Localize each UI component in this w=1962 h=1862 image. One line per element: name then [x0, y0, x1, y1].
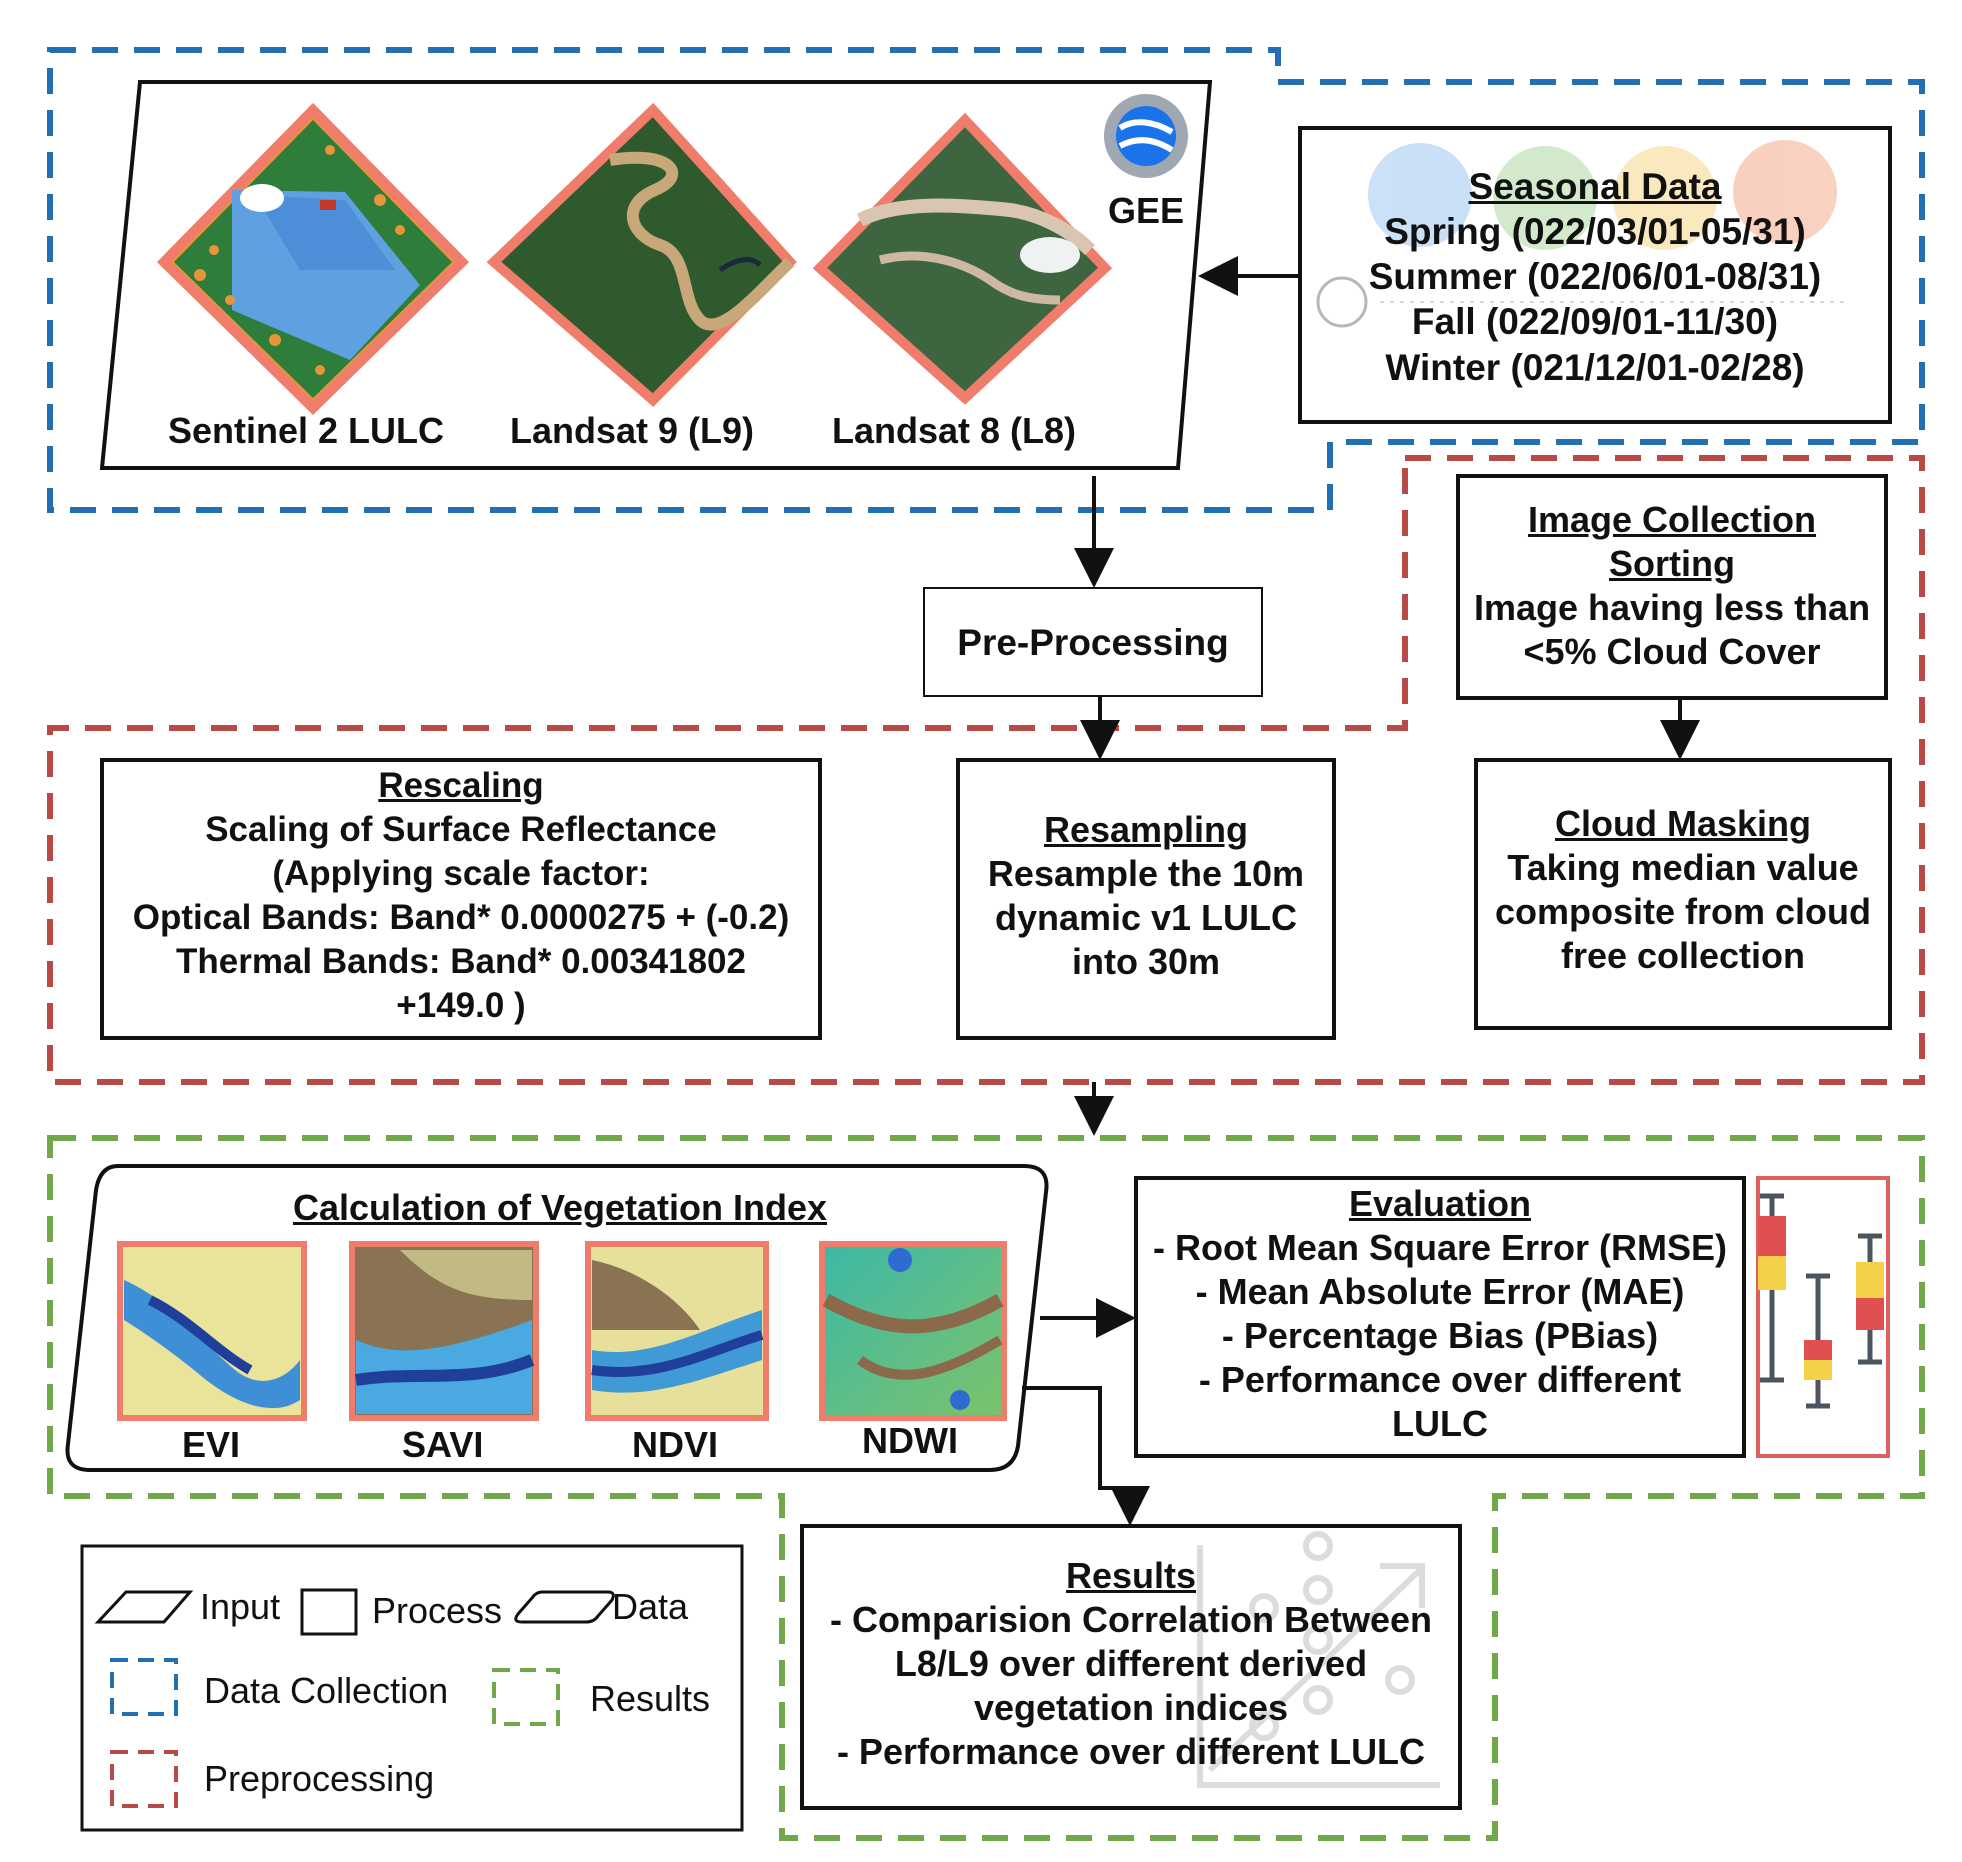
resampling-box — [956, 758, 1336, 1040]
resampling-line: into 30m — [1071, 940, 1221, 982]
results-group-outline — [47, 1135, 1925, 1841]
cloud-masking-box — [1474, 758, 1892, 1030]
landsat-8-label: Landsat 8 (L8) — [832, 410, 1077, 451]
rescaling-title: Rescaling — [378, 766, 544, 805]
seasonal-data-text: Seasonal Data Spring (022/03/01-05/31) S… — [1304, 164, 1886, 390]
preprocessing-group-outline — [47, 455, 1925, 1085]
resampling-line: dynamic v1 LULC — [994, 896, 1298, 938]
resampling-text: Resampling Resample the 10m dynamic v1 L… — [960, 808, 1332, 984]
savi-map-image — [349, 1241, 539, 1421]
legend-box — [80, 1544, 744, 1832]
landsat-8-image — [812, 112, 1113, 405]
boxplot-icon — [1756, 1176, 1890, 1458]
cloud-masking-title: Cloud Masking — [1554, 803, 1811, 844]
landsat-9-image — [486, 102, 797, 407]
ndvi-label: NDVI — [632, 1424, 719, 1465]
legend-data-label: Data — [612, 1586, 689, 1627]
legend-preprocessing-label: Preprocessing — [204, 1758, 435, 1799]
data-collection-group-outline — [47, 47, 1925, 513]
rescaling-line: (Applying scale factor: — [272, 854, 650, 894]
vegetation-index-data-shape — [65, 1164, 1049, 1472]
image-collection-line: Image having less than — [1473, 586, 1871, 628]
image-collection-title-line: Sorting — [1609, 542, 1735, 584]
evaluation-box — [1134, 1176, 1746, 1458]
resampling-line: Resample the 10m — [987, 852, 1305, 894]
legend-process-symbol — [300, 1588, 358, 1636]
seasonal-data-title: Seasonal Data — [1468, 166, 1722, 207]
results-line: vegetation indices — [973, 1686, 1289, 1728]
cloud-masking-line: composite from cloud — [1494, 890, 1872, 932]
gee-label: GEE — [1108, 190, 1185, 231]
savi-label: SAVI — [402, 1424, 484, 1465]
google-earth-engine-icon — [1104, 94, 1188, 178]
evaluation-line: - Root Mean Square Error (RMSE) — [1152, 1226, 1728, 1268]
arrow-vegetation-to-results — [1022, 1386, 1150, 1526]
results-box — [800, 1524, 1462, 1810]
evi-map-image — [117, 1241, 307, 1421]
rescaling-text: Rescaling Scaling of Surface Reflectance… — [104, 764, 818, 1029]
seasonal-line: Fall (022/09/01-11/30) — [1411, 301, 1779, 343]
vegetation-index-title: Calculation of Vegetation Index — [292, 1187, 828, 1228]
results-line: L8/L9 over different derived — [894, 1642, 1368, 1684]
legend-process-label: Process — [372, 1590, 503, 1631]
ndwi-label: NDWI — [862, 1420, 958, 1461]
legend-preprocessing-symbol — [110, 1750, 178, 1808]
resampling-title: Resampling — [1043, 809, 1249, 850]
seasonal-line: Summer (022/06/01-08/31) — [1368, 256, 1822, 298]
rescaling-line: Thermal Bands: Band* 0.00341802 — [176, 942, 746, 982]
results-line: - Performance over different LULC — [836, 1730, 1426, 1772]
seasonal-line: Spring (022/03/01-05/31) — [1384, 211, 1806, 253]
rescaling-box — [100, 758, 822, 1040]
landsat-9-label: Landsat 9 (L9) — [510, 410, 755, 451]
pre-processing-box — [923, 587, 1263, 697]
sentinel-2-lulc-label: Sentinel 2 LULC — [168, 410, 445, 451]
image-collection-sorting-text: Image Collection Sorting Image having le… — [1460, 498, 1884, 674]
scatter-trend-icon — [1197, 1531, 1440, 1788]
legend-results-label: Results — [590, 1678, 711, 1719]
legend-data-symbol — [514, 1590, 615, 1624]
legend-input-symbol — [94, 1590, 194, 1624]
pre-processing-label: Pre-Processing — [957, 622, 1229, 663]
ndwi-map-image — [819, 1241, 1007, 1421]
results-title: Results — [1065, 1555, 1197, 1596]
results-text: Results - Comparision Correlation Betwee… — [804, 1554, 1458, 1774]
rescaling-line: +149.0 ) — [396, 986, 526, 1026]
seasonal-line: Winter (021/12/01-02/28) — [1385, 346, 1805, 388]
rescaling-line: Scaling of Surface Reflectance — [205, 810, 717, 850]
cloud-masking-text: Cloud Masking Taking median value compos… — [1478, 802, 1888, 978]
evaluation-text: Evaluation - Root Mean Square Error (RMS… — [1138, 1182, 1742, 1445]
legend-data-collection-label: Data Collection — [204, 1670, 449, 1711]
sentinel-2-lulc-image — [156, 102, 470, 416]
image-collection-line: <5% Cloud Cover — [1523, 630, 1821, 672]
rescaling-line: Optical Bands: Band* 0.0000275 + (-0.2) — [132, 898, 790, 938]
legend-data-collection-symbol — [110, 1658, 178, 1716]
image-collection-title-line: Image Collection — [1527, 499, 1817, 540]
evaluation-line: LULC — [1392, 1402, 1488, 1444]
cloud-masking-line: Taking median value — [1507, 846, 1859, 888]
legend-results-symbol — [492, 1668, 560, 1726]
seasonal-weather-icons — [1316, 140, 1850, 328]
seasonal-data-box — [1298, 126, 1892, 424]
legend-input-label: Input — [200, 1586, 281, 1627]
results-line: - Comparision Correlation Between — [829, 1598, 1433, 1640]
evaluation-title: Evaluation — [1348, 1183, 1532, 1224]
ndvi-map-image — [585, 1241, 769, 1421]
evi-label: EVI — [182, 1424, 241, 1465]
cloud-masking-line: free collection — [1560, 934, 1806, 976]
evaluation-line: - Performance over different — [1198, 1358, 1682, 1400]
evaluation-line: - Mean Absolute Error (MAE) — [1195, 1270, 1685, 1312]
image-collection-sorting-box — [1456, 474, 1888, 700]
evaluation-line: - Percentage Bias (PBias) — [1221, 1314, 1659, 1356]
